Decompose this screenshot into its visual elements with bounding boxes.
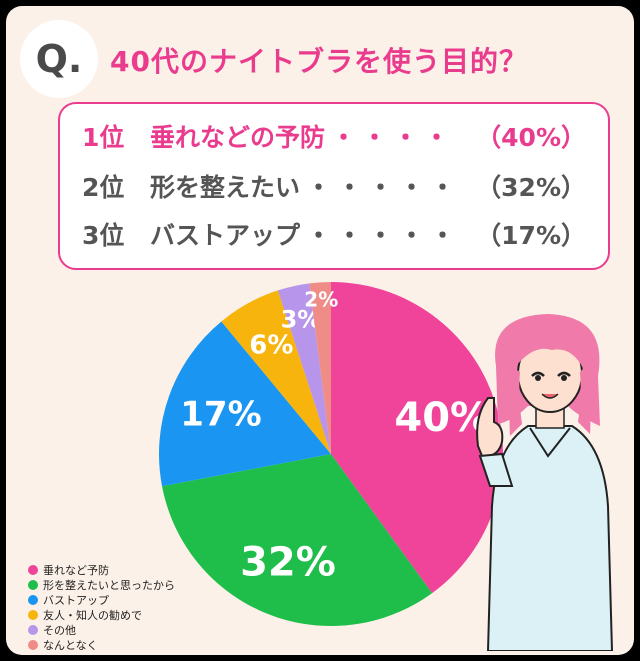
legend-label: 友人・知人の勧めで: [43, 608, 142, 622]
pie-data-label: 2%: [304, 288, 338, 312]
page-title: 40代のナイトブラを使う目的？: [110, 45, 528, 78]
pie-slice: [277, 283, 331, 454]
legend-label: バストアップ: [43, 593, 109, 607]
rank-label: 形を整えたい: [150, 173, 301, 202]
rank-number: 1位: [82, 123, 125, 152]
legend-dot-icon: [28, 639, 38, 650]
q-label: Q.: [35, 37, 83, 81]
rank-number: 2位: [82, 173, 125, 202]
legend-item: その他: [28, 622, 175, 637]
legend-label: なんとなく: [43, 638, 98, 652]
pie-data-label: 6%: [249, 330, 293, 360]
rank-label: 垂れなどの予防: [150, 123, 326, 152]
legend-label: その他: [43, 623, 76, 637]
legend-dot-icon: [28, 564, 38, 575]
pie-slice: [162, 454, 433, 627]
legend-dot-icon: [28, 624, 38, 635]
legend-item: 友人・知人の勧めで: [28, 607, 175, 622]
pie-slice: [159, 321, 331, 487]
rank-number: 3位: [82, 221, 125, 250]
chart-legend: 垂れなど予防 形を整えたいと思ったから バストアップ 友人・知人の勧めで その他 なんとな…: [28, 562, 175, 652]
legend-item: なんとなく: [28, 637, 175, 652]
rank-dots: ・・・・: [331, 123, 456, 152]
ranking-row-2: 2位 形を整えたい ・・・・・ （32%）: [82, 166, 586, 206]
woman-illustration: [468, 306, 628, 655]
legend-dot-icon: [28, 594, 38, 605]
pie-data-label: 40%: [394, 395, 490, 441]
pie-slice: [331, 282, 504, 594]
legend-label: 垂れなど予防: [43, 563, 109, 577]
pie-data-label: 32%: [240, 540, 336, 586]
pie-slice: [309, 282, 331, 454]
rank-percent: （40%）: [476, 123, 586, 152]
rank-label: バストアップ: [150, 221, 301, 250]
infographic-card: Q. 40代のナイトブラを使う目的？ 1位 垂れなどの予防 ・・・・ （40%）…: [6, 6, 634, 655]
ranking-row-1: 1位 垂れなどの予防 ・・・・ （40%）: [82, 116, 586, 156]
legend-dot-icon: [28, 609, 38, 620]
legend-label: 形を整えたいと思ったから: [43, 578, 175, 592]
ranking-box: 1位 垂れなどの予防 ・・・・ （40%） 2位 形を整えたい ・・・・・ （3…: [58, 102, 610, 270]
q-badge: Q.: [20, 20, 98, 98]
legend-item: 形を整えたいと思ったから: [28, 577, 175, 592]
ranking-row-3: 3位 バストアップ ・・・・・ （17%）: [82, 214, 586, 254]
rank-dots: ・・・・・: [306, 173, 462, 202]
rank-percent: （17%）: [476, 221, 586, 250]
rank-percent: （32%）: [476, 173, 586, 202]
legend-item: バストアップ: [28, 592, 175, 607]
legend-dot-icon: [28, 579, 38, 590]
pie-slice: [221, 290, 331, 454]
pie-chart: 40%32%17%6%3%2%: [159, 282, 504, 627]
rank-dots: ・・・・・: [306, 221, 462, 250]
legend-item: 垂れなど予防: [28, 562, 175, 577]
pie-data-label: 17%: [180, 394, 261, 434]
